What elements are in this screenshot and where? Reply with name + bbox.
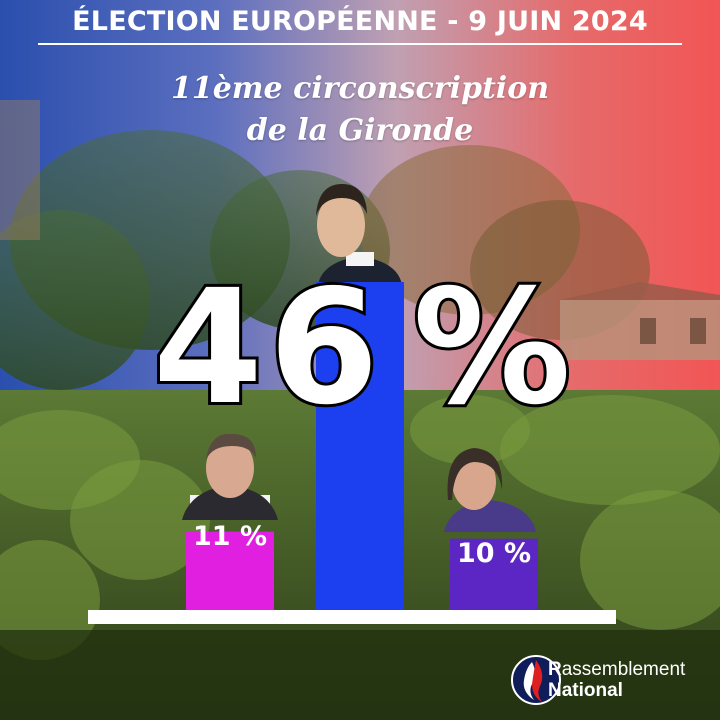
candidate-photo-right [444,448,536,532]
bar-10 [450,538,538,610]
subtitle: 11ème circonscription de la Gironde [0,68,720,152]
logo-line-1: Rassemblement [548,660,685,680]
data-label-46: 46% [105,255,625,441]
logo-initial: R [548,659,562,680]
candidate-photo-center [316,184,402,285]
logo-text: Rassemblement National [548,660,685,702]
subtitle-line-1: 11ème circonscription [170,71,550,106]
page-title: ÉLECTION EUROPÉENNE - 9 JUIN 2024 [72,6,648,37]
logo-line-2: National [548,680,623,701]
logo-word: assemblement [561,659,686,680]
rassemblement-national-logo [511,655,561,705]
bar-46 [316,282,404,610]
bar-11 [186,531,274,610]
data-label-11: 11 % [192,521,268,552]
data-label-46-number: 46 [150,255,385,441]
data-label-46-percent: % [410,255,578,441]
data-label-10: 10 % [456,538,532,569]
candidate-photo-left [182,433,278,520]
title-underline [38,43,682,45]
subtitle-line-2: de la Gironde [246,113,474,148]
